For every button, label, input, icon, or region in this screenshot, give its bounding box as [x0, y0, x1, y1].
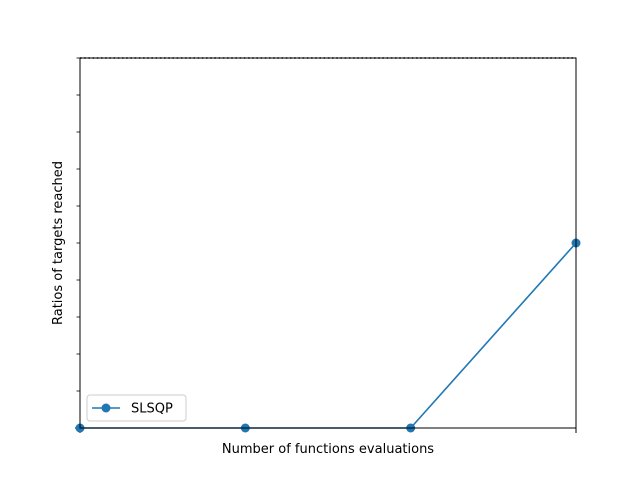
- y-axis-label: Ratios of targets reached: [51, 161, 66, 325]
- legend-series-marker: [101, 403, 111, 413]
- plot-area: [75, 57, 581, 433]
- legend: SLSQP: [86, 394, 187, 422]
- axes-frame: [79, 57, 577, 429]
- legend-series-label: SLSQP: [131, 402, 173, 417]
- x-axis-label: Number of functions evaluations: [222, 442, 434, 457]
- axes-background: [80, 58, 576, 428]
- legend-box: [86, 394, 187, 422]
